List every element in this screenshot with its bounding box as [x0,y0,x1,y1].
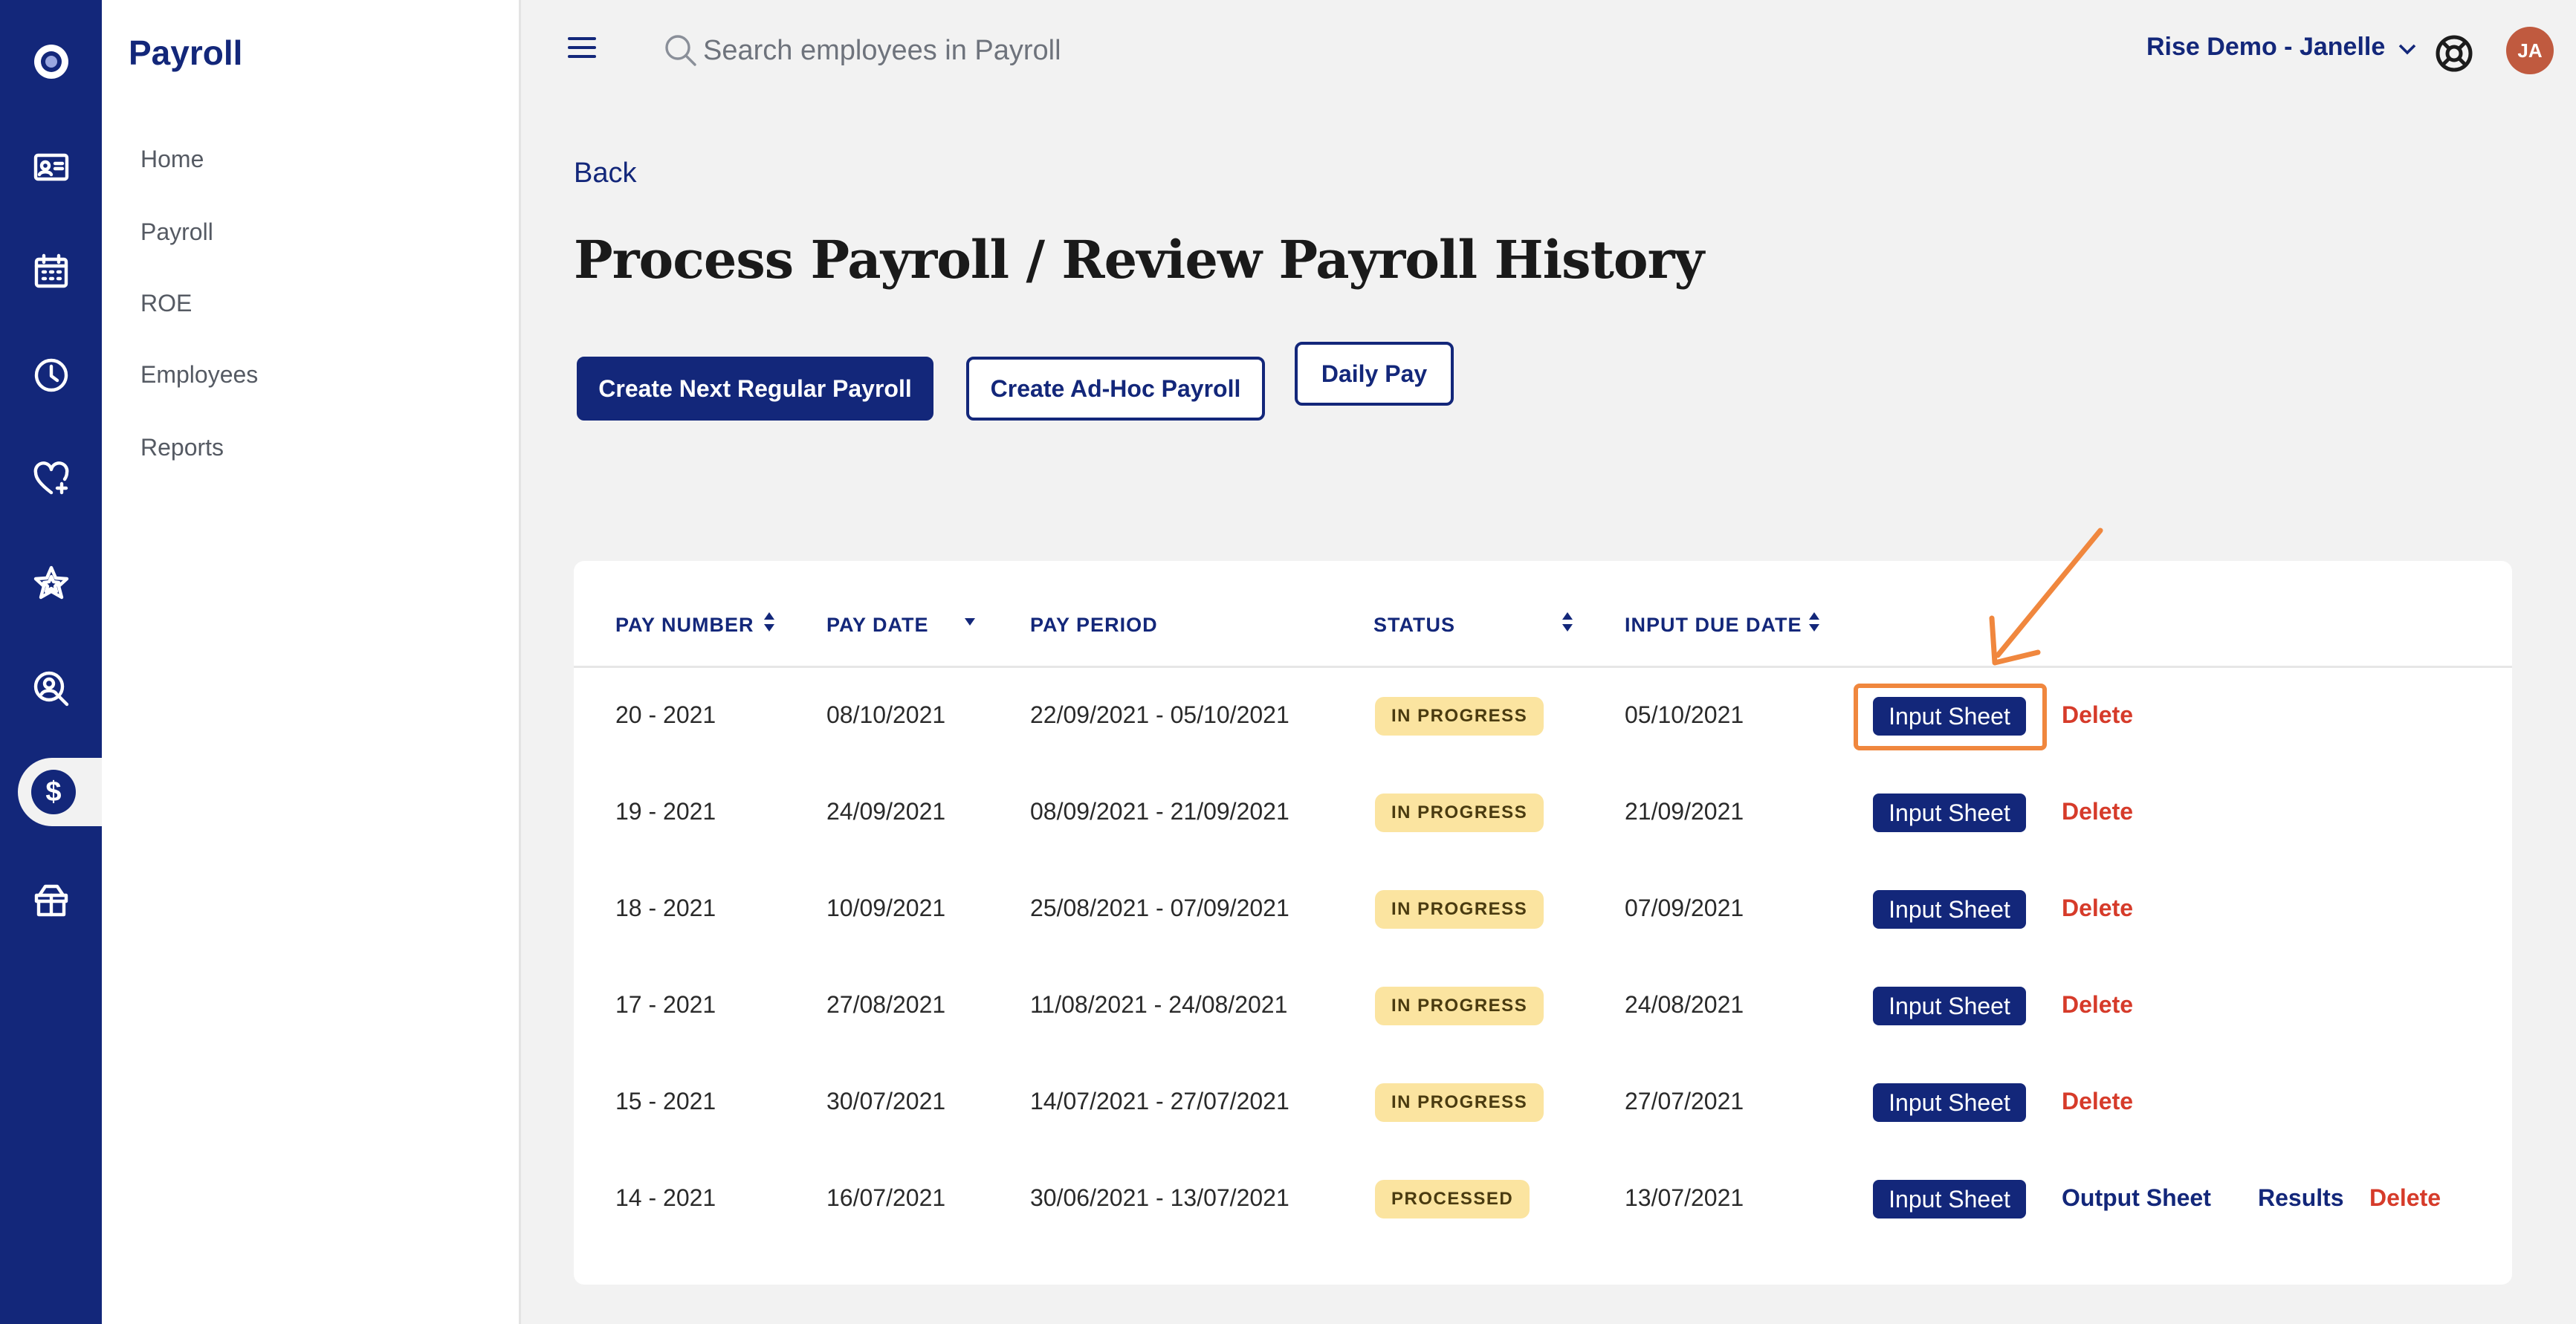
column-header-pay-period: PAY PERIOD [1030,614,1158,636]
create-adhoc-payroll-button[interactable]: Create Ad-Hoc Payroll [966,357,1265,421]
cell-pay-number: 17 - 2021 [615,991,716,1018]
cell-pay-date: 27/08/2021 [826,991,946,1018]
person-search-icon[interactable] [30,667,73,710]
output-sheet-link[interactable]: Output Sheet [2062,1184,2211,1211]
sidebar-item-employees[interactable]: Employees [140,361,259,388]
cell-input-due-date: 13/07/2021 [1625,1184,1744,1211]
payroll-sidebar: Payroll Home Payroll ROE Employees Repor… [102,0,521,1324]
input-sheet-button[interactable]: Input Sheet [1873,987,2026,1025]
account-label: Rise Demo - Janelle [2146,33,2386,61]
column-header-status[interactable]: STATUS [1373,614,1455,636]
cell-pay-period: 11/08/2021 - 24/08/2021 [1030,991,1288,1018]
annotation-arrow-icon [1989,528,2103,666]
sidebar-title: Payroll [129,33,243,72]
page-title: Process Payroll / Review Payroll History [574,229,1704,291]
input-sheet-button[interactable]: Input Sheet [1873,1083,2026,1122]
clock-icon[interactable] [30,354,73,397]
cell-pay-date: 24/09/2021 [826,798,946,825]
cell-pay-period: 22/09/2021 - 05/10/2021 [1030,701,1289,728]
id-card-icon[interactable] [30,146,73,189]
cell-pay-date: 10/09/2021 [826,895,946,921]
cell-pay-number: 20 - 2021 [615,701,716,728]
account-switcher[interactable]: Rise Demo - Janelle [2146,33,2418,62]
column-header-pay-date[interactable]: PAY DATE [826,614,929,636]
status-badge: IN PROGRESS [1375,987,1544,1025]
calendar-icon[interactable] [30,250,73,293]
sort-desc-icon[interactable] [963,611,977,633]
cell-pay-number: 19 - 2021 [615,798,716,825]
status-badge: PROCESSED [1375,1180,1530,1218]
create-regular-payroll-button[interactable]: Create Next Regular Payroll [577,357,933,421]
column-header-input-due-date[interactable]: INPUT DUE DATE [1625,614,1802,636]
status-badge: IN PROGRESS [1375,1083,1544,1122]
input-sheet-button[interactable]: Input Sheet [1873,794,2026,832]
delete-link[interactable]: Delete [2062,1088,2134,1114]
cell-input-due-date: 27/07/2021 [1625,1088,1744,1114]
cell-pay-number: 18 - 2021 [615,895,716,921]
delete-link[interactable]: Delete [2062,798,2134,825]
back-link[interactable]: Back [574,158,637,189]
gift-box-icon[interactable] [30,878,73,921]
cell-input-due-date: 07/09/2021 [1625,895,1744,921]
daily-pay-button[interactable]: Daily Pay [1295,342,1454,406]
delete-link[interactable]: Delete [2062,991,2134,1018]
chevron-down-icon [2397,37,2418,58]
app-rail: $ [0,0,102,1324]
delete-link[interactable]: Delete [2369,1184,2441,1211]
menu-icon[interactable] [568,37,596,59]
column-header-pay-number[interactable]: PAY NUMBER [615,614,754,636]
logo-icon[interactable] [30,40,73,83]
sort-icon[interactable] [1561,611,1574,633]
cell-pay-date: 08/10/2021 [826,701,946,728]
cell-input-due-date: 24/08/2021 [1625,991,1744,1018]
avatar[interactable]: JA [2506,27,2554,74]
sidebar-item-reports[interactable]: Reports [140,434,224,461]
sidebar-item-payroll[interactable]: Payroll [140,218,213,245]
table-header-divider [574,666,2512,668]
results-link[interactable]: Results [2258,1184,2344,1211]
status-badge: IN PROGRESS [1375,794,1544,832]
heart-plus-icon[interactable] [30,458,73,501]
cell-input-due-date: 05/10/2021 [1625,701,1744,728]
sidebar-item-roe[interactable]: ROE [140,290,192,317]
cell-input-due-date: 21/09/2021 [1625,798,1744,825]
status-badge: IN PROGRESS [1375,890,1544,929]
delete-link[interactable]: Delete [2062,895,2134,921]
search-input[interactable] [703,30,1223,71]
highlight-box [1854,684,2047,750]
status-badge: IN PROGRESS [1375,697,1544,736]
input-sheet-button[interactable]: Input Sheet [1873,1180,2026,1218]
help-lifebuoy-icon[interactable] [2433,33,2475,74]
input-sheet-button[interactable]: Input Sheet [1873,697,2026,736]
delete-link[interactable]: Delete [2062,701,2134,728]
cell-pay-period: 08/09/2021 - 21/09/2021 [1030,798,1289,825]
cell-pay-date: 30/07/2021 [826,1088,946,1114]
star-icon[interactable] [30,562,73,605]
input-sheet-button[interactable]: Input Sheet [1873,890,2026,929]
search-icon [663,33,699,68]
sort-icon[interactable] [763,611,776,633]
dollar-icon[interactable]: $ [31,770,76,814]
cell-pay-period: 25/08/2021 - 07/09/2021 [1030,895,1289,921]
cell-pay-period: 14/07/2021 - 27/07/2021 [1030,1088,1289,1114]
cell-pay-number: 15 - 2021 [615,1088,716,1114]
cell-pay-period: 30/06/2021 - 13/07/2021 [1030,1184,1289,1211]
cell-pay-number: 14 - 2021 [615,1184,716,1211]
cell-pay-date: 16/07/2021 [826,1184,946,1211]
sort-icon[interactable] [1808,611,1821,633]
sidebar-item-home[interactable]: Home [140,146,204,172]
